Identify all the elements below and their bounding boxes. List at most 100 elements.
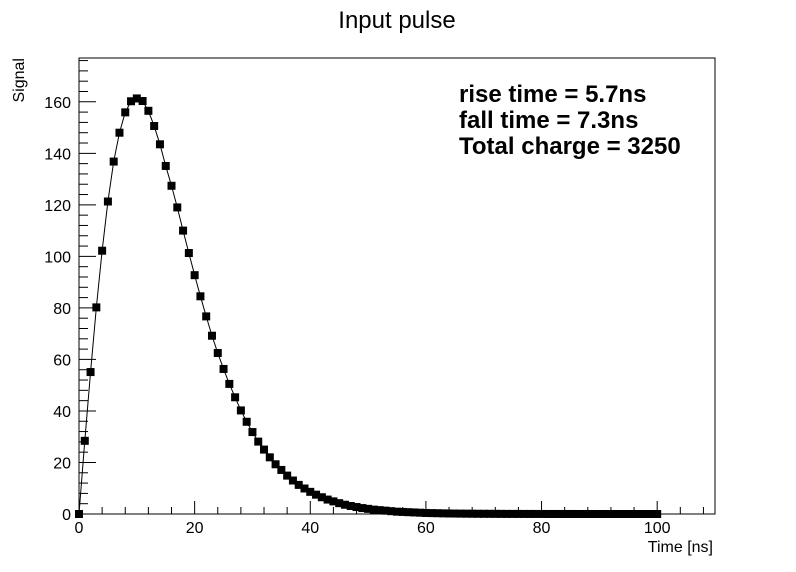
data-point [80,436,89,445]
data-point [479,509,488,518]
data-point [346,502,355,511]
data-point [184,249,193,258]
data-point [549,509,558,518]
data-point [653,510,662,518]
data-point [352,503,361,512]
y-tick-label: 0 [62,507,71,524]
data-point [335,499,344,508]
data-point [445,509,454,518]
data-point [566,509,575,518]
data-point [231,393,240,402]
data-point [225,379,234,388]
data-point [531,509,540,518]
y-tick-label: 160 [44,95,71,112]
y-tick-label: 140 [44,146,71,163]
data-point [450,509,459,518]
annotation-total-charge: Total charge = 3250 [459,133,681,160]
data-point [439,509,448,518]
x-tick-label: 20 [186,520,204,537]
data-point [381,506,390,515]
data-point [473,509,482,518]
data-point [468,509,477,518]
data-point [75,510,83,518]
data-point [86,368,95,377]
data-point [421,508,430,517]
data-point [155,140,164,149]
x-tick-label: 60 [417,520,435,537]
data-point [572,509,581,518]
data-point [207,331,216,340]
data-point [294,480,303,489]
x-tick-label: 0 [75,520,84,537]
data-point [456,509,465,518]
data-point [340,500,349,509]
x-axis-title: Time [ns] [648,539,713,556]
data-point [213,348,222,357]
data-point [612,510,621,518]
data-point [583,509,592,518]
data-point [641,510,650,518]
data-point [260,445,269,454]
data-point [190,271,199,280]
data-point [485,509,494,518]
data-point [543,509,552,518]
data-point [150,122,159,131]
annotation-fall-time: fall time = 7.3ns [459,107,638,134]
data-point [537,509,546,518]
y-tick-label: 120 [44,198,71,215]
y-axis: 0 20 40 60 80 100 120 140 160 [44,60,96,524]
data-point [393,507,401,516]
annotation-rise-time: rise time = 5.7ns [459,81,646,108]
data-point [98,246,107,255]
data-point [427,509,436,518]
y-axis-title: Signal [11,58,28,102]
data-point [219,364,228,373]
data-point [433,509,442,518]
data-point [624,510,633,518]
data-point [398,507,407,516]
data-point [601,509,610,518]
y-tick-label: 100 [44,249,71,266]
data-point [375,506,384,515]
data-point [167,181,176,190]
data-point [578,509,587,518]
data-point [236,406,245,415]
data-point [103,197,112,206]
x-tick-label: 100 [644,520,671,537]
y-tick-label: 80 [53,301,71,318]
data-point [416,508,425,517]
data-point [387,507,396,516]
data-point [109,157,118,166]
data-point [508,509,517,518]
data-point [317,493,326,502]
x-tick-label: 80 [533,520,551,537]
data-point [306,487,315,496]
data-point [589,509,598,518]
series-line [78,97,658,515]
data-point [283,471,292,480]
data-point [491,509,500,518]
data-point [364,504,373,513]
data-point [248,428,257,437]
data-point [196,292,205,301]
data-point [525,509,534,518]
data-point [92,303,101,312]
data-point [560,509,569,518]
data-point [618,510,627,518]
y-tick-label: 40 [53,404,71,421]
data-point [497,509,506,518]
data-point [554,509,563,518]
chart-title: Input pulse [338,7,455,34]
data-point [329,497,338,506]
data-point [254,437,263,446]
data-point [606,509,615,518]
data-point [595,509,604,518]
series-markers [75,94,662,518]
data-point [277,465,286,474]
data-point [115,128,124,137]
data-point [404,508,413,517]
annotations: rise time = 5.7ns fall time = 7.3ns Tota… [459,81,681,160]
data-point [121,108,130,117]
data-point [173,203,182,212]
